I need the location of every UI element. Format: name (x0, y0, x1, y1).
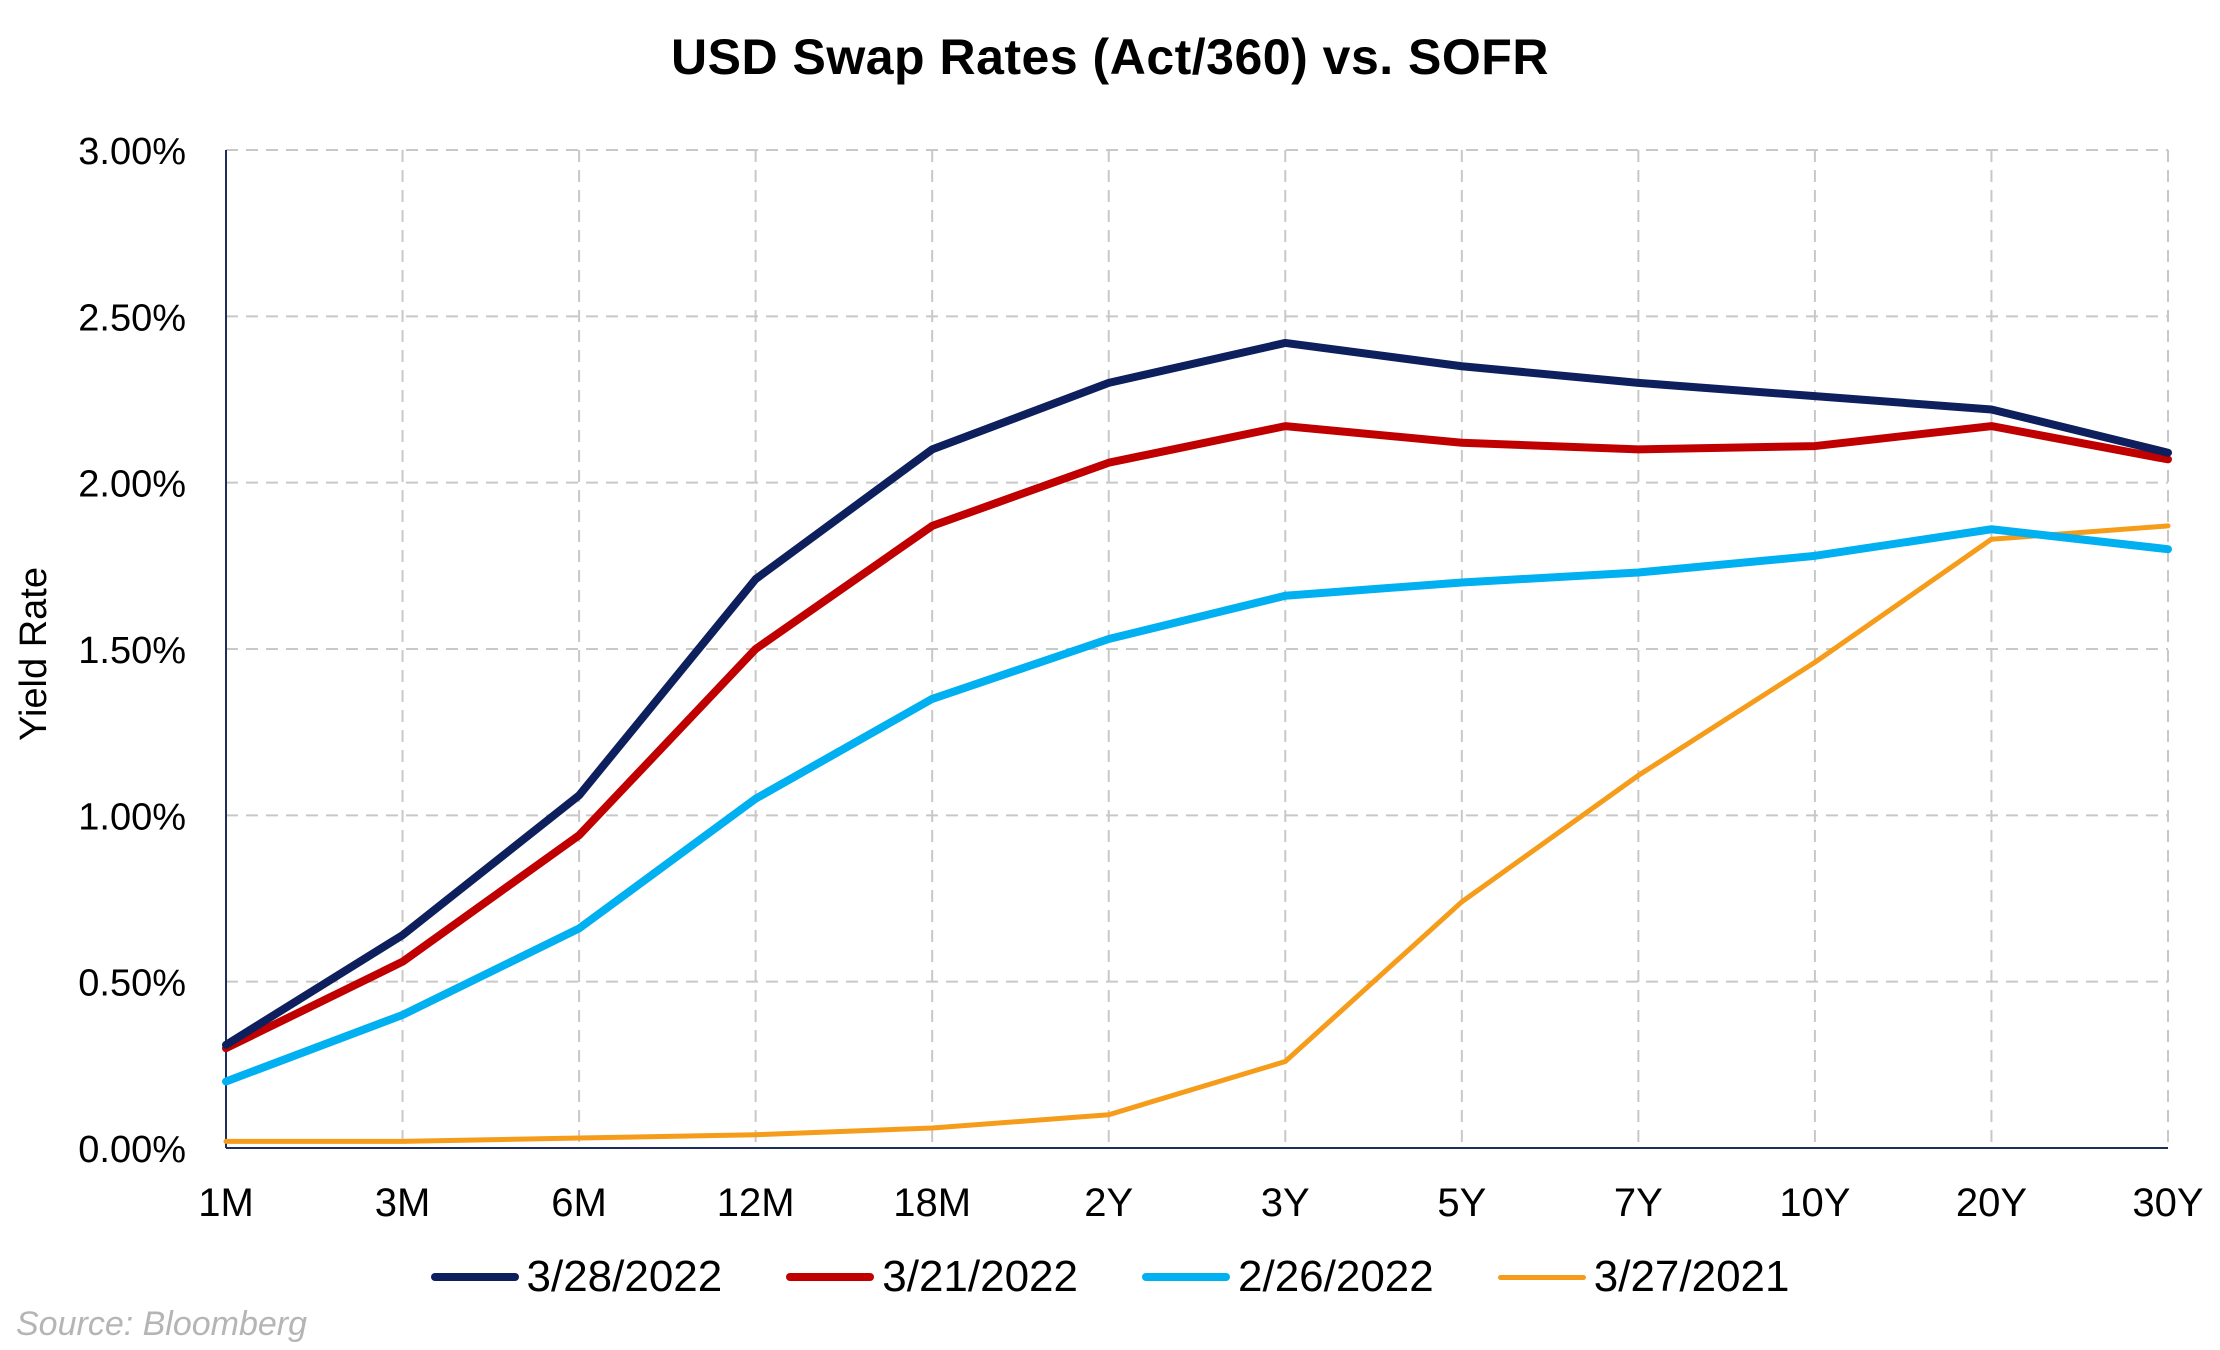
series-line-3-28-2022 (222, 338, 2172, 1049)
legend-item: 3/28/2022 (430, 1252, 723, 1302)
y-tick-label: 2.00% (78, 464, 186, 506)
legend-swatch (1497, 1274, 1586, 1280)
legend-label: 3/21/2022 (882, 1252, 1078, 1301)
legend-swatch (430, 1273, 519, 1281)
y-tick-label: 3.00% (78, 131, 186, 173)
series-line-2-26-2022 (222, 525, 2172, 1086)
tick-labels: 0.00% 0.50% 1.00% 1.50% 2.00% 2.50% 3.00% 1M 3M 6… (78, 131, 2203, 1225)
source-note: Source: Bloomberg (16, 1305, 308, 1343)
legend-swatch (1142, 1273, 1230, 1281)
y-tick-label: 1.00% (78, 796, 186, 838)
series-line-3-27-2021 (223, 523, 2171, 1144)
grid-lines (226, 149, 2169, 1148)
legend-label: 3/27/2021 (1593, 1252, 1790, 1301)
x-tick-label: 12M (717, 1181, 795, 1225)
legend-item: 3/27/2021 (1497, 1252, 1790, 1302)
series-line-3-21-2022 (222, 422, 2172, 1053)
x-tick-label: 2Y (1084, 1181, 1133, 1225)
x-tick-label: 3M (375, 1181, 431, 1225)
series-lines (222, 338, 2172, 1144)
x-tick-label: 30Y (2132, 1181, 2203, 1225)
legend-label: 3/28/2022 (526, 1252, 723, 1301)
x-tick-label: 10Y (1779, 1181, 1850, 1225)
y-tick-label: 0.50% (78, 963, 186, 1005)
y-tick-label: 0.00% (78, 1129, 186, 1171)
legend: 3/28/2022 3/21/2022 2/26/2022 3/27/2021 (0, 1252, 2220, 1302)
legend-item: 2/26/2022 (1142, 1252, 1434, 1302)
chart-title: USD Swap Rates (Act/360) vs. SOFR (671, 29, 1549, 85)
legend-swatch (786, 1273, 875, 1281)
y-tick-label: 1.50% (78, 630, 186, 672)
legend-label: 2/26/2022 (1238, 1252, 1434, 1301)
x-tick-label: 20Y (1956, 1181, 2027, 1225)
y-tick-label: 2.50% (78, 297, 186, 339)
x-tick-label: 7Y (1614, 1181, 1663, 1225)
x-tick-label: 1M (198, 1181, 254, 1225)
x-tick-label: 6M (551, 1181, 607, 1225)
x-tick-label: 5Y (1437, 1181, 1486, 1225)
axes (225, 150, 2168, 1149)
y-axis-label: Yield Rate (13, 567, 55, 741)
legend-item: 3/21/2022 (786, 1252, 1078, 1302)
x-tick-label: 18M (893, 1181, 971, 1225)
x-tick-label: 3Y (1261, 1181, 1310, 1225)
